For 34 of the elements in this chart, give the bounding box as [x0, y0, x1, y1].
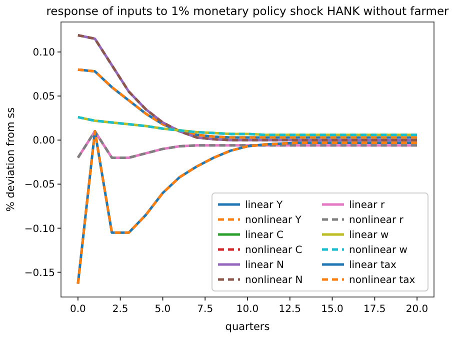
- legend-label: linear r: [349, 200, 386, 211]
- legend-label: linear w: [349, 230, 389, 241]
- x-tick-label: 0.0: [70, 304, 86, 315]
- y-tick-label: 0.10: [32, 47, 55, 58]
- x-tick-label: 20.0: [406, 304, 428, 315]
- y-tick-label: −0.15: [24, 268, 55, 279]
- x-tick-label: 17.5: [364, 304, 386, 315]
- x-tick-label: 12.5: [278, 304, 302, 315]
- x-tick-label: 15.0: [321, 304, 344, 315]
- y-tick-label: 0.05: [32, 92, 55, 103]
- legend-label: linear tax: [349, 260, 397, 271]
- x-axis-title: quarters: [225, 321, 270, 333]
- x-tick-label: 10.0: [236, 304, 259, 315]
- y-axis-title: % deviation from ss: [5, 107, 17, 212]
- y-tick-label: −0.05: [24, 180, 55, 191]
- y-tick-label: 0.00: [32, 136, 55, 147]
- x-tick-label: 7.5: [197, 304, 214, 315]
- line-series: [76, 130, 418, 159]
- legend-label: linear C: [245, 230, 284, 241]
- x-tick-label: 5.0: [154, 304, 171, 315]
- legend-label: nonlinear r: [349, 215, 404, 226]
- line-series: [76, 116, 418, 136]
- line-series: [76, 68, 418, 139]
- legend-label: nonlinear w: [349, 245, 408, 256]
- line-series: [76, 34, 418, 142]
- y-tick-label: −0.10: [24, 224, 55, 235]
- legend-label: nonlinear Y: [245, 215, 302, 226]
- legend-label: nonlinear tax: [349, 275, 416, 286]
- legend-label: nonlinear N: [245, 275, 303, 286]
- x-tick-label: 2.5: [112, 304, 128, 315]
- legend-label: nonlinear C: [245, 245, 302, 256]
- legend-label: linear N: [245, 260, 284, 271]
- chart-title: response of inputs to 1% monetary policy shock HANK without farmer: [46, 4, 450, 18]
- legend-label: linear Y: [245, 200, 284, 211]
